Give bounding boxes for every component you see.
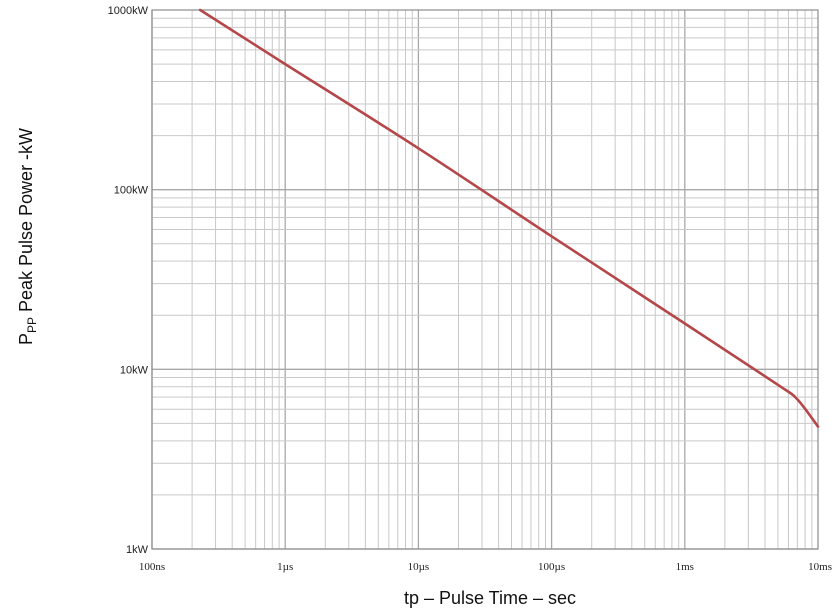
- x-tick-label: 10ms: [808, 561, 832, 573]
- x-tick-label: 1ms: [676, 561, 694, 573]
- plot-frame: [151, 9, 819, 550]
- y-tick-label: 1kW: [126, 544, 149, 556]
- x-tick-label: 100µs: [538, 561, 565, 573]
- x-axis-label: tp – Pulse Time – sec: [404, 588, 576, 608]
- y-tick-label: 1000kW: [108, 5, 149, 17]
- x-tick-label: 10µs: [408, 561, 430, 573]
- series-line: [198, 8, 820, 428]
- y-axis-label-rest: Peak Pulse Power -kW: [16, 128, 36, 317]
- y-axis-label: PPP Peak Pulse Power -kW: [16, 128, 39, 345]
- y-tick-label: 10kW: [120, 364, 149, 376]
- x-tick-label: 100ns: [139, 561, 165, 573]
- tick-labels: 1kW 10kW 100kW 1000kW 100ns 1µs 10µs 100µs 1ms 10…: [108, 5, 832, 573]
- y-axis-label-subscript: PP: [25, 317, 39, 333]
- y-axis-label-main: P: [16, 333, 36, 345]
- y-tick-label: 100kW: [114, 185, 149, 197]
- x-tick-label: 1µs: [277, 561, 293, 573]
- chart-grid: [151, 10, 818, 550]
